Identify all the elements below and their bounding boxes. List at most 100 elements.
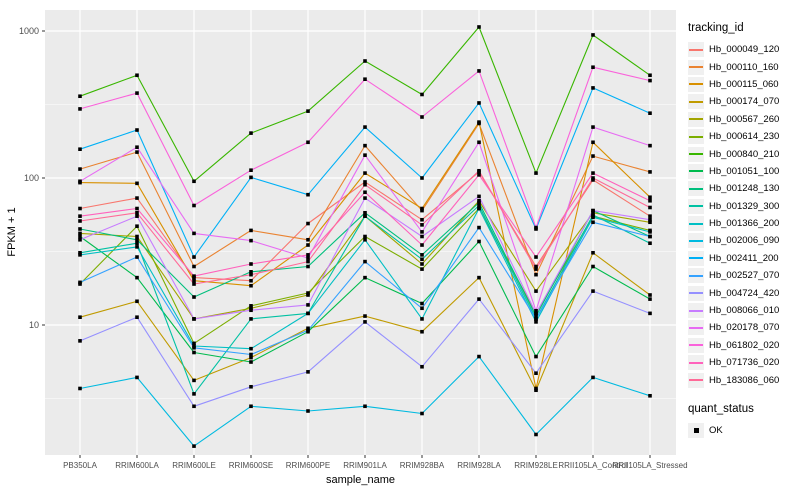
data-point [591,264,595,269]
data-point [135,315,139,319]
legend-entry-label: Hb_071736_020 [709,357,780,369]
data-point [534,311,538,316]
data-point [78,179,82,184]
data-point [420,208,424,213]
data-point [249,355,253,360]
x-tick-label: RRIM600LE [172,461,216,470]
legend-entry-label: Hb_001248_130 [709,183,780,195]
data-point [477,239,481,244]
data-point [306,109,310,113]
data-point [648,311,652,316]
legend-line-swatch [689,170,703,173]
data-point [78,214,82,218]
data-point [534,272,538,277]
data-point [420,92,424,97]
legend-entry-label: Hb_000840_210 [709,148,780,160]
data-point [363,259,367,264]
data-point [534,371,538,376]
legend-line-swatch [689,257,703,260]
data-point [591,220,595,225]
data-point [249,384,253,389]
data-point [477,140,481,145]
legend-key [688,285,704,301]
data-point [477,69,481,73]
legend-key [688,198,704,214]
data-point [477,297,481,301]
ok-marker-key [688,423,704,438]
data-point [363,214,367,218]
legend-entry-Hb_000110_160: Hb_000110_160 [688,58,798,75]
data-point [591,125,595,129]
data-point [363,320,367,324]
data-point [249,270,253,274]
data-point [192,231,196,236]
data-point [591,140,595,145]
legend-key [688,320,704,336]
legend-title-tracking-id: tracking_id [688,22,744,34]
data-point [135,275,139,280]
data-point [135,299,139,304]
legend-entry-label: Hb_000115_060 [709,78,779,90]
legend-key [688,42,704,58]
legend-line-swatch [689,83,703,86]
data-point [534,388,538,393]
legend-entry-Hb_000840_210: Hb_000840_210 [688,145,798,162]
data-point [477,198,481,203]
x-tick-label: RRIM901LA [343,461,387,470]
legend-entry-label: Hb_002006_090 [709,235,780,247]
data-point [78,231,82,236]
data-point [363,196,367,200]
legend-key [688,233,704,249]
data-point [420,243,424,247]
legend-entry-Hb_002527_070: Hb_002527_070 [688,267,798,284]
legend-entry-label: OK [709,425,723,436]
data-point [249,304,253,308]
data-point [78,280,82,285]
data-point [420,411,424,416]
data-point [648,78,652,83]
data-point [477,225,481,230]
data-point [648,214,652,218]
legend-line-swatch [689,118,703,121]
data-point [192,317,196,321]
data-point [477,203,481,208]
data-point [420,230,424,234]
data-point [648,220,652,225]
data-point [477,354,481,359]
data-point [420,234,424,239]
data-point [591,213,595,217]
data-point [648,205,652,210]
data-point [135,234,139,239]
legend-line-swatch [689,135,703,138]
data-point [192,255,196,259]
legend-line-swatch [689,292,703,295]
data-point [78,237,82,242]
legend-entry-Hb_001329_300: Hb_001329_300 [688,198,798,215]
data-point [249,272,253,277]
legend-line-swatch [689,153,703,156]
data-point [249,278,253,283]
data-point [135,241,139,246]
x-tick-label: RRII105LA_Control [558,461,628,470]
data-point [591,176,595,180]
data-point [306,311,310,316]
data-point [306,291,310,295]
data-point [249,262,253,266]
x-tick-label: PB350LA [63,461,97,470]
data-point [135,145,139,150]
legend-line-swatch [689,309,703,312]
data-point [591,154,595,158]
legend-entry-Hb_001248_130: Hb_001248_130 [688,180,798,197]
data-point [363,237,367,242]
data-point [306,264,310,269]
data-point [534,267,538,271]
data-point [306,259,310,264]
data-point [78,253,82,257]
ok-point-icon [693,428,699,433]
data-point [306,256,310,260]
data-point [534,308,538,313]
data-point [420,253,424,257]
x-tick-label: RRIM600PE [286,461,330,470]
data-point [477,25,481,29]
data-point [135,214,139,218]
